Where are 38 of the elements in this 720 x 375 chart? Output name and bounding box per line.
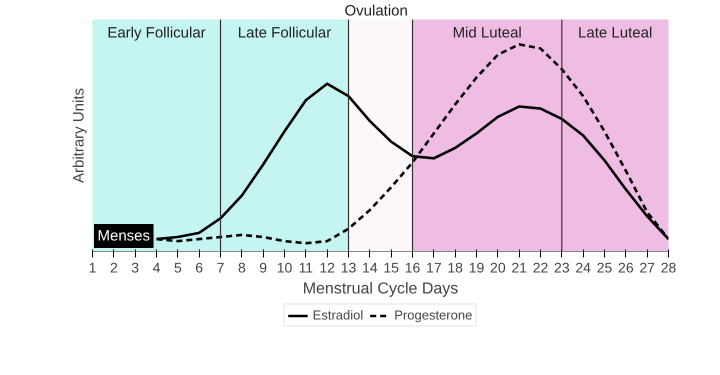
x-tick-label: 18 <box>447 260 464 276</box>
y-axis-title: Arbitrary Units <box>70 88 88 184</box>
x-tick-label: 15 <box>383 260 400 276</box>
legend-label: Progesterone <box>394 308 472 322</box>
band-label: Mid Luteal <box>452 24 522 42</box>
x-tick-label: 22 <box>532 260 548 276</box>
x-tick-label: 20 <box>490 260 506 276</box>
x-tick-label: 11 <box>298 260 314 276</box>
x-tick-label: 23 <box>554 260 570 276</box>
x-tick-label: 2 <box>110 260 118 276</box>
x-tick-label: 27 <box>639 260 656 276</box>
x-axis-title: Menstrual Cycle Days <box>302 280 458 298</box>
x-tick-label: 1 <box>88 260 97 276</box>
x-tick-label: 10 <box>276 260 292 276</box>
x-tick-label: 4 <box>152 260 161 276</box>
x-tick-label: 3 <box>131 260 140 276</box>
x-tick-label: 19 <box>468 260 484 276</box>
x-tick-label: 17 <box>426 260 442 276</box>
band-label: Ovulation <box>344 2 408 20</box>
x-tick-label: 5 <box>174 260 182 276</box>
x-tick-label: 28 <box>660 260 676 276</box>
x-tick-label: 14 <box>362 260 378 276</box>
x-tick-label: 13 <box>340 260 356 276</box>
x-tick-label: 24 <box>575 260 592 276</box>
legend-label: Estradiol <box>312 308 364 322</box>
x-tick-label: 16 <box>404 260 420 276</box>
x-tick-label: 8 <box>238 260 246 276</box>
x-tick-label: 7 <box>216 260 225 276</box>
band-label: Late Luteal <box>578 24 652 42</box>
x-tick-label: 25 <box>596 260 612 276</box>
x-tick-label: 12 <box>319 260 336 276</box>
x-tick-label: 9 <box>259 260 268 276</box>
band-label: Early Follicular <box>107 24 206 42</box>
band-label: Late Follicular <box>238 24 332 42</box>
x-tick-label: 6 <box>195 260 204 276</box>
annotation: Menses <box>98 228 150 244</box>
x-tick-label: 26 <box>618 260 634 276</box>
x-tick-label: 21 <box>511 260 528 276</box>
